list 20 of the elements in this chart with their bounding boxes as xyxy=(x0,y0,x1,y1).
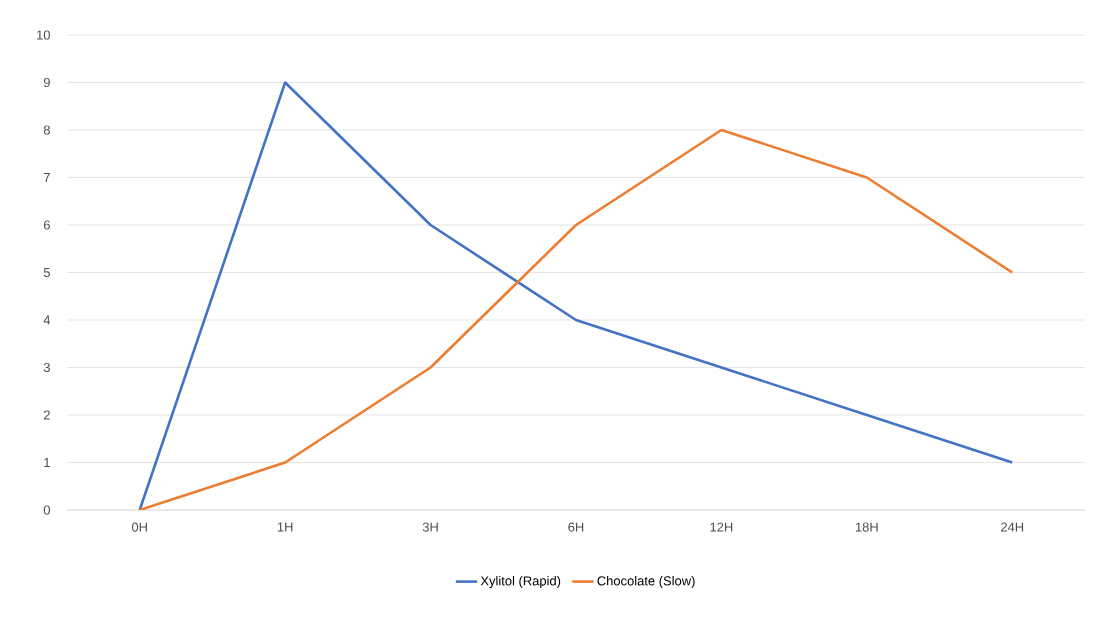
legend-label: Xylitol (Rapid) xyxy=(480,575,561,589)
y-tick-label: 2 xyxy=(43,410,50,420)
y-tick-label: 1 xyxy=(44,458,50,467)
y-tick-label: 3 xyxy=(43,362,50,373)
legend-label: Chocolate (Slow) xyxy=(597,575,695,589)
x-tick-label: 1H xyxy=(277,522,293,532)
y-tick-label: 7 xyxy=(43,173,50,182)
x-tick-label: 18H xyxy=(855,522,878,532)
y-tick-label: 8 xyxy=(43,125,50,135)
y-tick-label: 5 xyxy=(43,267,50,278)
x-tick-label: 0H xyxy=(131,522,147,532)
y-tick-label: 9 xyxy=(43,77,50,88)
y-tick-label: 0 xyxy=(43,505,50,515)
x-tick-label: 12H xyxy=(710,522,733,532)
x-tick-label: 24H xyxy=(1001,522,1024,532)
y-tick-label: 4 xyxy=(43,315,51,325)
y-tick-label: 6 xyxy=(43,220,50,230)
x-tick-label: 6H xyxy=(568,522,584,532)
y-tick-label: 10 xyxy=(37,30,50,40)
x-tick-label: 3H xyxy=(422,522,438,532)
